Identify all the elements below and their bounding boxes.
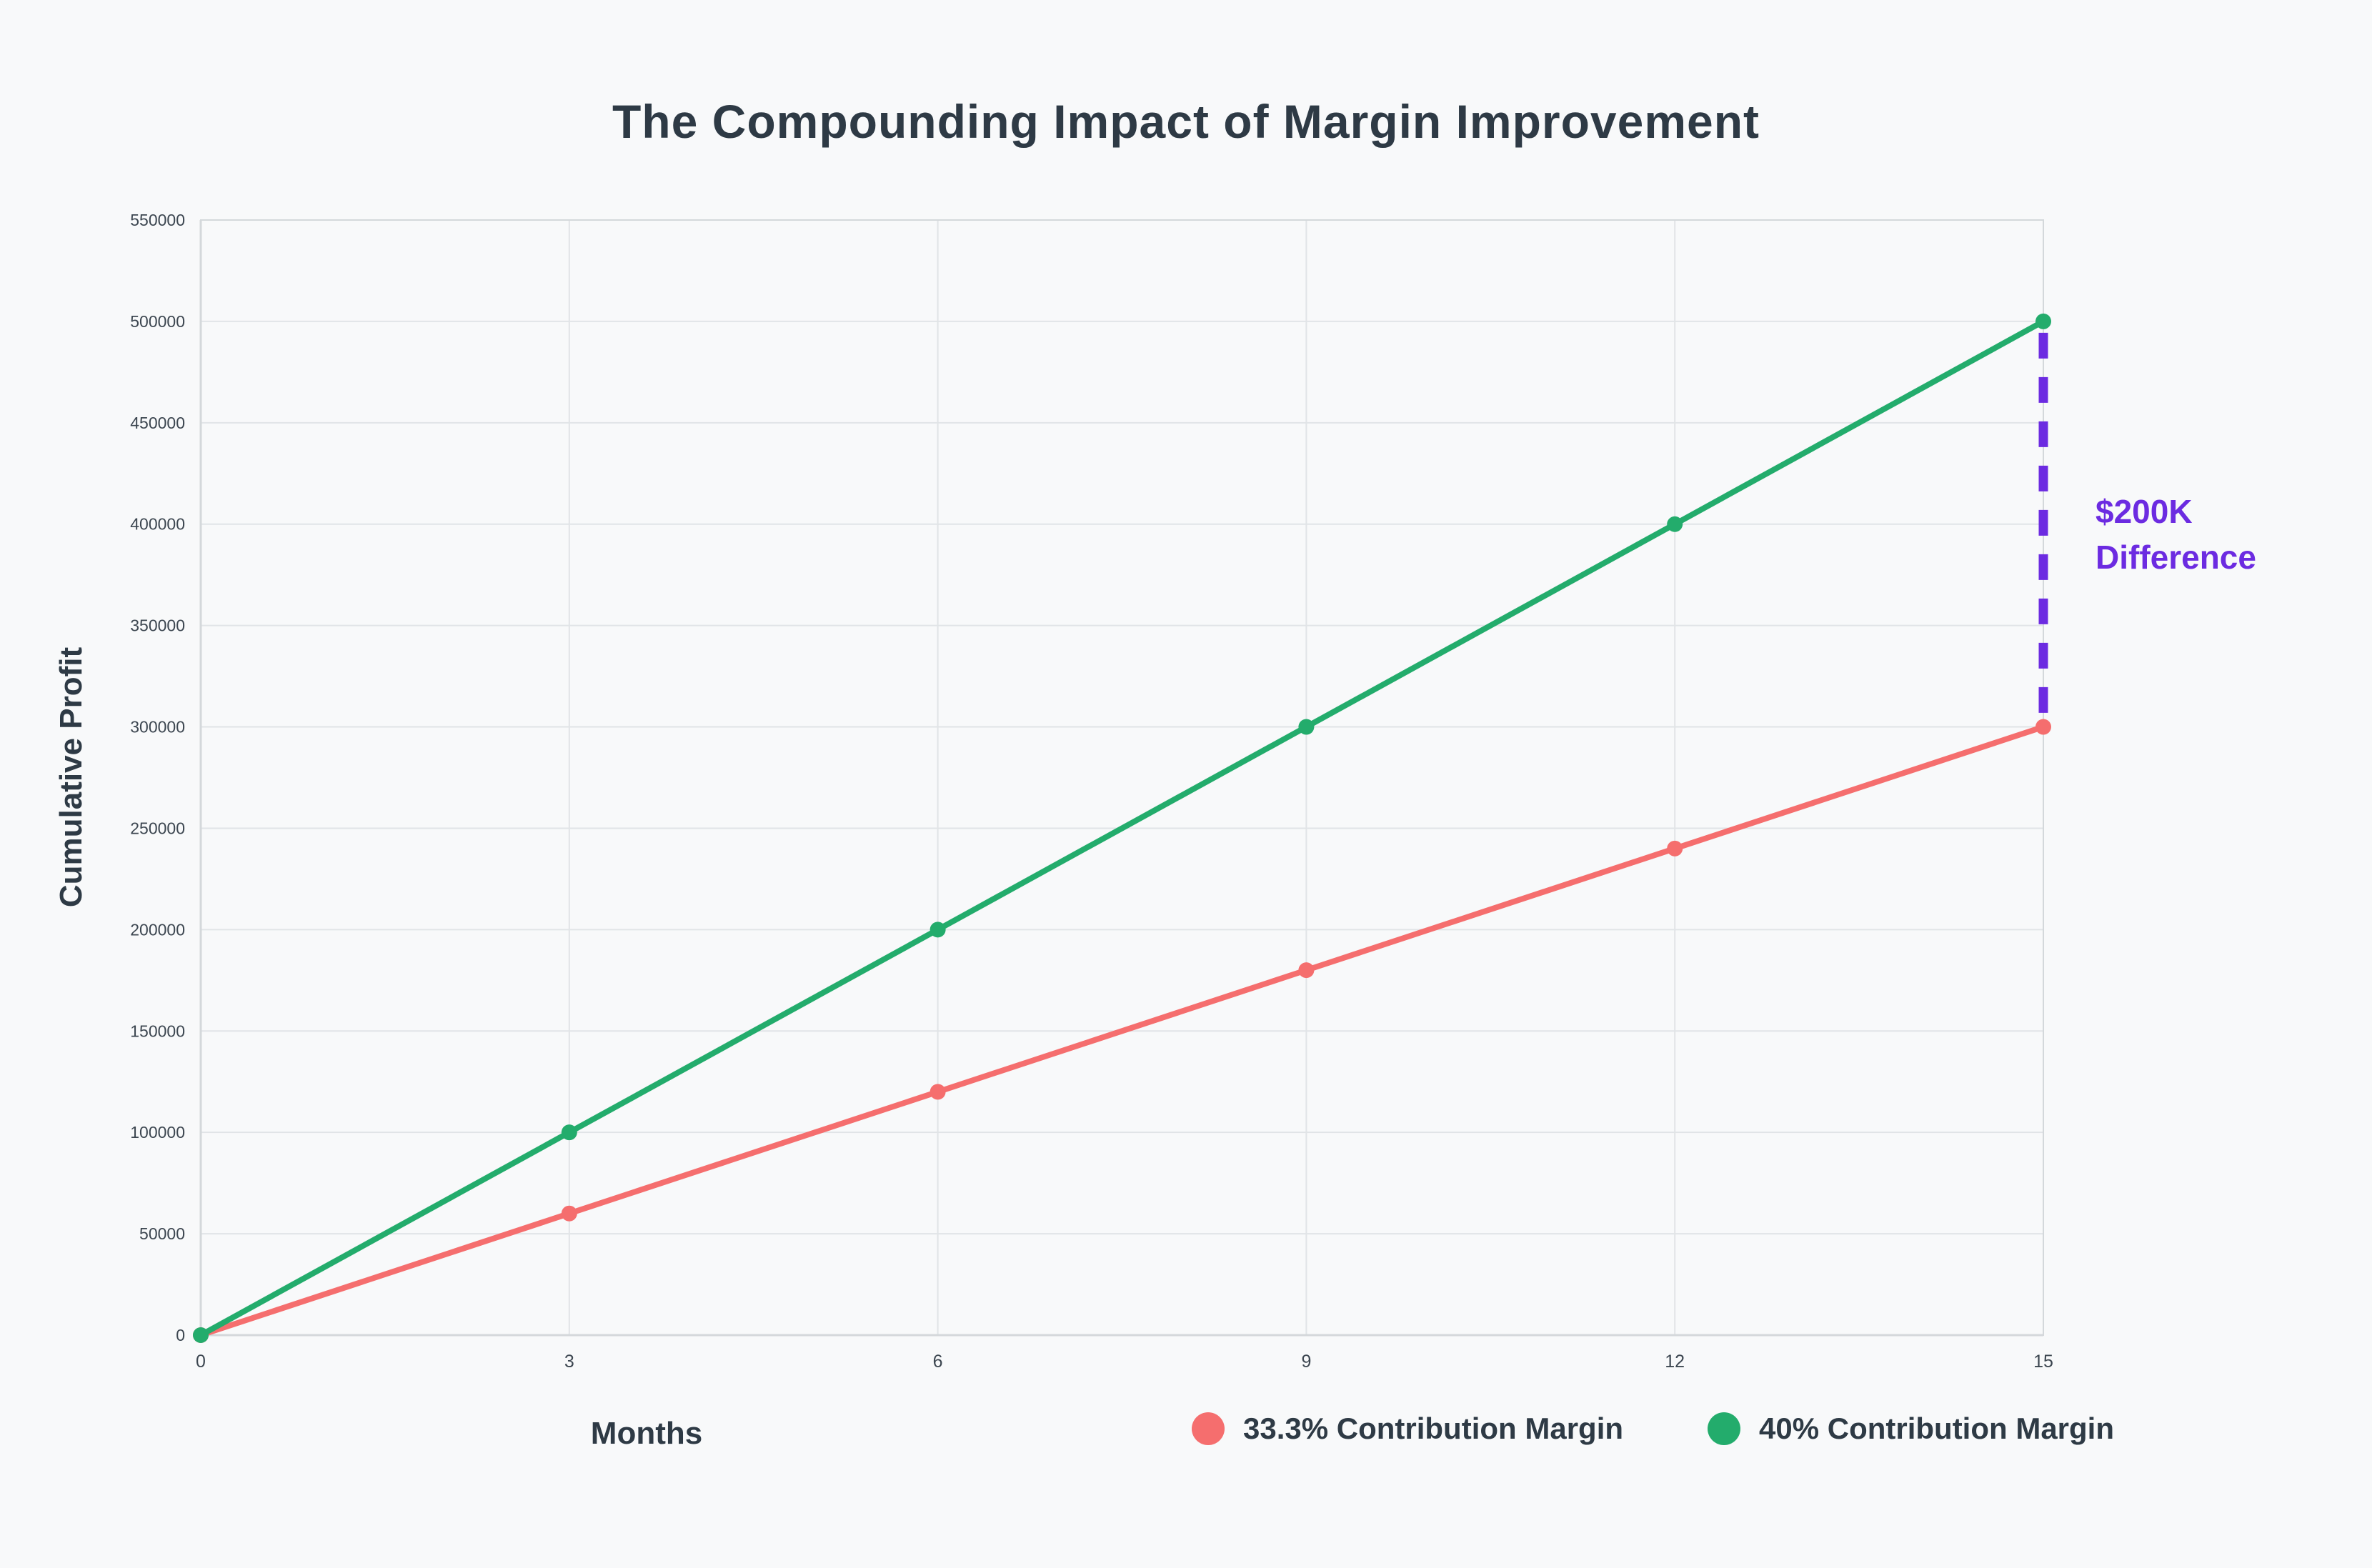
y-tick-label: 550000 [130,211,185,229]
series-line-1 [198,318,2046,1338]
data-point [1667,840,1683,857]
data-point [1298,962,1315,979]
plot-border [200,219,2044,1336]
y-tick-label: 250000 [130,819,185,837]
x-tick-label: 9 [1301,1352,1311,1372]
data-point [561,1124,577,1141]
y-tick-label: 0 [176,1326,185,1344]
data-point [1298,719,1315,735]
x-tick-label: 12 [1665,1352,1685,1372]
y-tick-label: 200000 [130,920,185,939]
y-tick-label: 50000 [139,1224,185,1243]
legend-label: 33.3% Contribution Margin [1243,1412,1624,1445]
data-point [2035,719,2051,735]
legend: 33.3% Contribution Margin 40% Contributio… [1192,1412,2114,1446]
legend-label: 40% Contribution Margin [1759,1412,2115,1445]
y-tick-label: 300000 [130,718,185,736]
data-point [2035,313,2051,329]
x-tick-label: 6 [933,1352,943,1372]
x-tick-label: 0 [196,1352,206,1372]
legend-dot-icon [1708,1412,1741,1445]
y-tick-label: 150000 [130,1022,185,1040]
y-tick-label: 100000 [130,1123,185,1142]
series-line-0 [198,724,2046,1338]
difference-annotation: $200K Difference [2096,493,2256,576]
data-point [930,1084,946,1100]
legend-dot-icon [1192,1412,1225,1445]
legend-item-1[interactable]: 40% Contribution Margin [1708,1412,2114,1446]
x-tick-label: 15 [2033,1352,2053,1372]
chart-title: The Compounding Impact of Margin Improve… [612,95,1760,148]
x-axis-title: Months [590,1416,703,1451]
y-tick-label: 400000 [130,515,185,534]
data-point [193,1327,209,1343]
y-tick-label: 450000 [130,414,185,432]
y-axis-title: Cumulative Profit [54,646,89,908]
y-tick-label: 350000 [130,616,185,635]
data-point [930,922,946,938]
x-tick-label: 3 [564,1352,574,1372]
data-point [1667,516,1683,532]
legend-item-0[interactable]: 33.3% Contribution Margin [1192,1412,1623,1446]
data-point [561,1205,577,1222]
y-tick-label: 500000 [130,312,185,331]
